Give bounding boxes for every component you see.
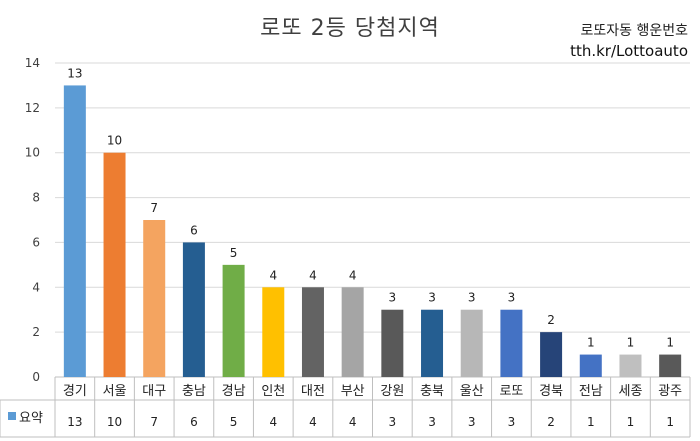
data-label: 3 (468, 291, 476, 305)
table-value: 7 (150, 415, 158, 429)
category-label: 대전 (301, 384, 325, 399)
data-label: 10 (107, 134, 122, 148)
category-label: 경남 (222, 384, 246, 399)
data-label: 5 (230, 246, 238, 260)
category-label: 세종 (619, 384, 643, 399)
bar (222, 264, 245, 377)
table-value: 1 (587, 415, 595, 429)
bar (103, 152, 126, 377)
bar (341, 287, 364, 377)
category-label: 충북 (420, 384, 444, 399)
bar (182, 242, 205, 377)
data-label: 4 (309, 268, 317, 282)
category-label: 광주 (658, 384, 682, 399)
category-label: 전남 (579, 384, 603, 399)
y-tick-label: 12 (25, 101, 40, 115)
category-label: 로또 (499, 384, 523, 399)
table-value: 6 (190, 415, 198, 429)
data-label: 1 (587, 336, 595, 350)
bar (619, 354, 642, 377)
y-tick-label: 10 (25, 146, 40, 160)
bar (579, 354, 602, 377)
bar (500, 309, 523, 377)
brand-url: tth.kr/Lottoauto (570, 42, 688, 60)
bar (460, 309, 483, 377)
table-value: 2 (547, 415, 555, 429)
category-label: 강원 (380, 384, 404, 399)
category-label: 경북 (539, 384, 563, 399)
y-tick-label: 14 (25, 56, 40, 70)
bar (143, 220, 166, 377)
y-tick-label: 8 (32, 191, 40, 205)
table-value: 4 (269, 415, 277, 429)
category-label: 충남 (182, 384, 206, 399)
chart-title: 로또 2등 당첨지역 (260, 16, 440, 41)
category-label: 인천 (261, 384, 285, 399)
y-tick-label: 4 (32, 280, 40, 294)
category-label: 부산 (341, 384, 365, 399)
data-label: 3 (428, 291, 436, 305)
category-label: 울산 (460, 384, 484, 399)
data-label: 2 (547, 313, 555, 327)
bar (63, 85, 86, 377)
category-label: 대구 (142, 384, 166, 399)
y-tick-label: 0 (32, 370, 40, 384)
y-tick-label: 2 (32, 325, 40, 339)
table-value: 5 (230, 415, 238, 429)
bar (659, 354, 682, 377)
table-value: 10 (107, 415, 122, 429)
table-value: 3 (389, 415, 397, 429)
bar (540, 332, 563, 377)
bar (421, 309, 444, 377)
data-label: 4 (269, 268, 277, 282)
table-value: 1 (666, 415, 674, 429)
table-value: 3 (468, 415, 476, 429)
data-label: 1 (627, 336, 635, 350)
legend-series-name: 요약 (19, 411, 43, 426)
data-label: 1 (666, 336, 674, 350)
category-label: 서울 (103, 384, 127, 399)
table-value: 4 (309, 415, 317, 429)
brand-name: 로또자동 행운번호 (580, 23, 689, 39)
category-label: 경기 (63, 384, 87, 399)
bar (381, 309, 404, 377)
data-label: 4 (349, 268, 357, 282)
data-label: 7 (150, 201, 158, 215)
data-label: 3 (508, 291, 516, 305)
bar (301, 287, 324, 377)
table-value: 1 (627, 415, 635, 429)
data-label: 6 (190, 223, 198, 237)
legend-key (8, 412, 16, 420)
data-label: 3 (389, 291, 397, 305)
data-label: 13 (67, 66, 82, 80)
table-value: 3 (428, 415, 436, 429)
bar (262, 287, 285, 377)
y-tick-label: 6 (32, 235, 40, 249)
table-value: 3 (508, 415, 516, 429)
table-value: 4 (349, 415, 357, 429)
table-value: 13 (67, 415, 82, 429)
